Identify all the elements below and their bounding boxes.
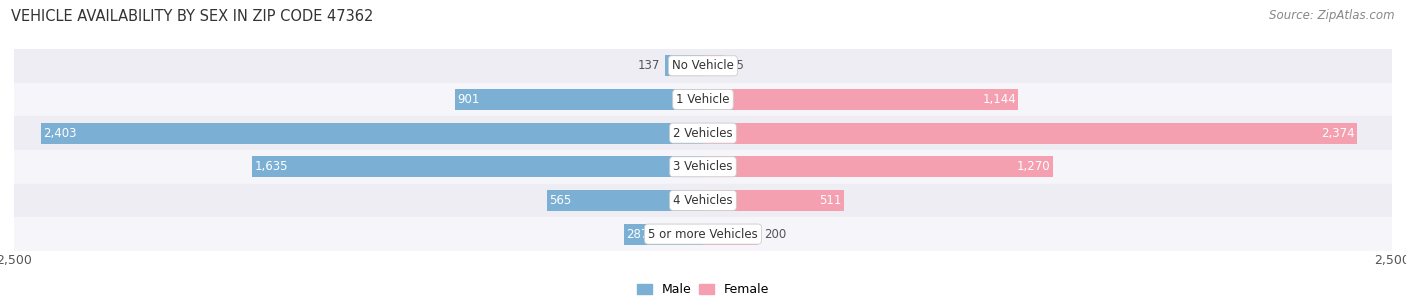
Text: 287: 287 (626, 228, 648, 241)
Bar (703, 89, 1018, 110)
Text: VEHICLE AVAILABILITY BY SEX IN ZIP CODE 47362: VEHICLE AVAILABILITY BY SEX IN ZIP CODE … (11, 9, 374, 24)
Text: No Vehicle: No Vehicle (672, 59, 734, 72)
Bar (14, 217, 1392, 251)
Text: Source: ZipAtlas.com: Source: ZipAtlas.com (1270, 9, 1395, 22)
Bar (665, 55, 703, 76)
Text: 1 Vehicle: 1 Vehicle (676, 93, 730, 106)
Text: 1,144: 1,144 (983, 93, 1017, 106)
Text: 565: 565 (550, 194, 572, 207)
Bar (253, 156, 703, 177)
Text: 511: 511 (820, 194, 842, 207)
Bar (703, 123, 1357, 144)
Text: 137: 137 (637, 59, 659, 72)
Text: 1,635: 1,635 (254, 160, 288, 173)
Text: 1,270: 1,270 (1017, 160, 1050, 173)
Text: 2,374: 2,374 (1322, 127, 1355, 140)
Bar (703, 55, 724, 76)
Bar (14, 150, 1392, 184)
Text: 2 Vehicles: 2 Vehicles (673, 127, 733, 140)
Bar (624, 224, 703, 244)
Text: 5 or more Vehicles: 5 or more Vehicles (648, 228, 758, 241)
Bar (703, 190, 844, 211)
Text: 200: 200 (763, 228, 786, 241)
Text: 2,403: 2,403 (44, 127, 76, 140)
Text: 3 Vehicles: 3 Vehicles (673, 160, 733, 173)
Bar (14, 83, 1392, 116)
Bar (41, 123, 703, 144)
Bar (703, 224, 758, 244)
Bar (14, 116, 1392, 150)
Legend: Male, Female: Male, Female (631, 278, 775, 301)
Text: 901: 901 (457, 93, 479, 106)
Bar (14, 184, 1392, 217)
Bar (454, 89, 703, 110)
Text: 4 Vehicles: 4 Vehicles (673, 194, 733, 207)
Bar (703, 156, 1053, 177)
Bar (14, 49, 1392, 83)
Text: 75: 75 (730, 59, 744, 72)
Bar (547, 190, 703, 211)
